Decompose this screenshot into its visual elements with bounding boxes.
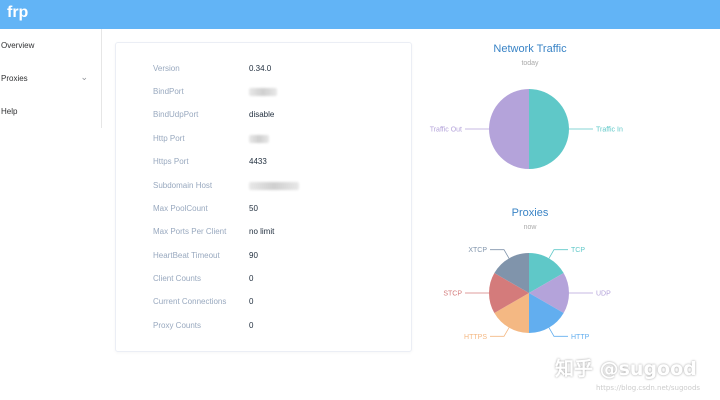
info-label: Proxy Counts: [153, 321, 202, 330]
server-info-panel: Version 0.34.0 BindPort BindUdpPort disa…: [115, 42, 412, 352]
info-value: disable: [249, 110, 275, 119]
info-value: 90: [249, 251, 258, 260]
info-value: no limit: [249, 227, 275, 236]
sidebar: Overview Proxies ⌄ Help: [0, 29, 102, 128]
sidebar-item-label: Help: [1, 107, 18, 116]
pie-slice-traffic-out[interactable]: [489, 89, 529, 169]
pie-label-http: HTTP: [571, 334, 590, 341]
sidebar-item-label: Overview: [1, 41, 35, 50]
info-value: 0: [249, 297, 254, 306]
pie-label-line: [548, 249, 568, 259]
info-label: Max PoolCount: [153, 204, 208, 213]
pie-slice-http[interactable]: [529, 293, 564, 333]
info-label: Current Connections: [153, 297, 227, 306]
info-label: BindUdpPort: [153, 110, 199, 119]
pie-label-stcp: STCP: [443, 291, 462, 298]
info-label: Client Counts: [153, 274, 202, 283]
info-row-proxy-counts: Proxy Counts 0: [116, 318, 413, 334]
sidebar-item-label: Proxies: [1, 74, 28, 83]
info-label: Https Port: [153, 157, 189, 166]
info-row-heartbeat-timeout: HeartBeat Timeout 90: [116, 248, 413, 264]
pie-label-line: [490, 327, 510, 337]
redacted-value: [249, 134, 269, 143]
pie-label-xtcp: XTCP: [468, 247, 487, 254]
info-label: BindPort: [153, 87, 184, 96]
info-label: HeartBeat Timeout: [153, 251, 220, 260]
info-label: Max Ports Per Client: [153, 227, 227, 236]
watermark-text: 知乎 @sugood: [555, 358, 697, 380]
pie-label-https: HTTPS: [464, 334, 487, 341]
info-row-bindudpport: BindUdpPort disable: [116, 107, 413, 123]
info-row-http-port: Http Port: [116, 131, 413, 147]
pie-label-tcp: TCP: [571, 247, 585, 254]
proxies-chart-subtitle: now: [523, 224, 537, 231]
pie-label-traffic-in: Traffic In: [596, 127, 623, 134]
pie-slice-xtcp[interactable]: [494, 253, 529, 293]
info-value: 4433: [249, 157, 267, 166]
top-header: frp: [0, 0, 720, 29]
pie-slice-https[interactable]: [494, 293, 529, 333]
info-row-max-poolcount: Max PoolCount 50: [116, 201, 413, 217]
sidebar-item-help[interactable]: Help: [0, 95, 101, 128]
info-row-version: Version 0.34.0: [116, 61, 413, 77]
info-row-bindport: BindPort: [116, 84, 413, 100]
pie-slice-stcp[interactable]: [488, 273, 529, 313]
traffic-chart-title: Network Traffic: [493, 43, 567, 55]
info-value: 0: [249, 321, 254, 330]
pie-slice-traffic-in[interactable]: [529, 89, 569, 169]
redacted-value: [249, 87, 277, 96]
info-label: Http Port: [153, 134, 185, 143]
info-label: Version: [153, 64, 180, 73]
info-row-client-counts: Client Counts 0: [116, 271, 413, 287]
chevron-down-icon: ⌄: [80, 72, 88, 82]
info-row-max-ports-per-client: Max Ports Per Client no limit: [116, 224, 413, 240]
pie-label-line: [490, 249, 510, 259]
info-value: 0.34.0: [249, 64, 272, 73]
redacted-value: [249, 181, 299, 190]
pie-label-traffic-out: Traffic Out: [430, 127, 462, 134]
watermark-url: https://blog.csdn.net/sugoods: [596, 384, 701, 392]
info-value: 0: [249, 274, 254, 283]
pie-slice-tcp[interactable]: [529, 253, 564, 293]
sidebar-item-overview[interactable]: Overview: [0, 29, 101, 62]
pie-label-line: [548, 327, 568, 337]
traffic-chart-subtitle: today: [521, 60, 539, 67]
proxies-chart-title: Proxies: [511, 207, 549, 219]
pie-label-udp: UDP: [596, 291, 611, 298]
info-row-https-port: Https Port 4433: [116, 154, 413, 170]
info-row-subdomain-host: Subdomain Host: [116, 178, 413, 194]
info-value: 50: [249, 204, 258, 213]
app-logo[interactable]: frp: [7, 4, 29, 21]
sidebar-item-proxies[interactable]: Proxies ⌄: [0, 62, 101, 95]
pie-slice-udp[interactable]: [529, 273, 569, 313]
info-label: Subdomain Host: [153, 181, 213, 190]
info-row-current-connections: Current Connections 0: [116, 294, 413, 310]
